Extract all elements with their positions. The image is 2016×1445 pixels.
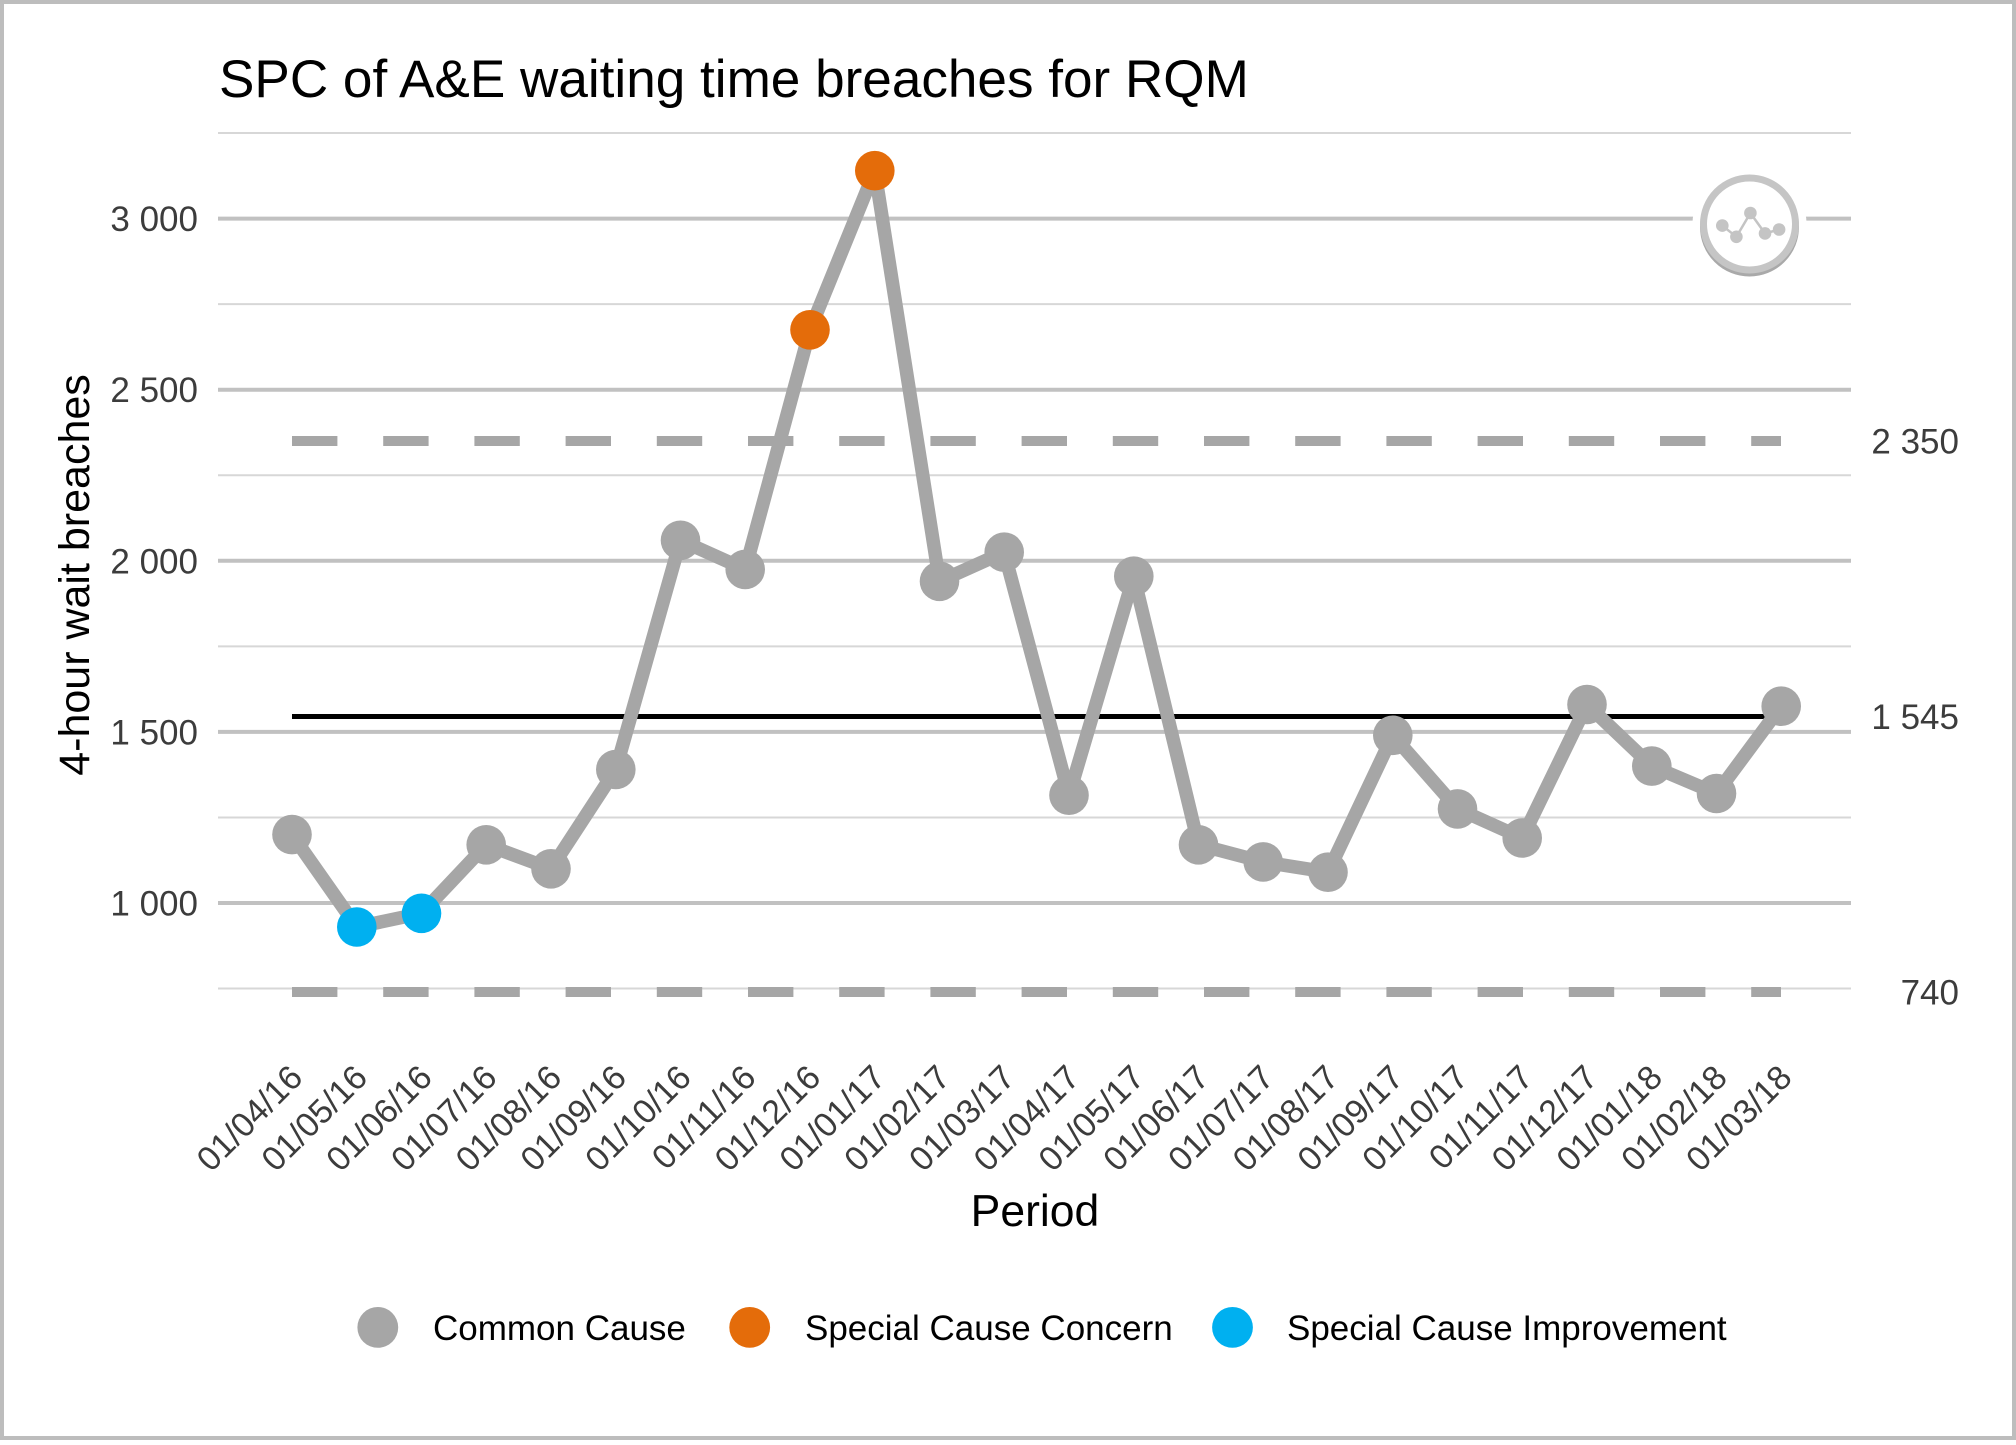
svg-text:SPC of A&E waiting time breach: SPC of A&E waiting time breaches for RQM — [219, 50, 1249, 109]
svg-text:3 000: 3 000 — [110, 200, 198, 239]
svg-text:Special Cause Improvement: Special Cause Improvement — [1287, 1309, 1727, 1348]
svg-text:1 500: 1 500 — [110, 713, 198, 752]
svg-text:2 350: 2 350 — [1871, 423, 1959, 462]
svg-text:Period: Period — [971, 1187, 1100, 1236]
svg-text:4-hour wait breaches: 4-hour wait breaches — [51, 374, 99, 776]
svg-text:1 545: 1 545 — [1871, 698, 1959, 737]
svg-text:740: 740 — [1901, 974, 1959, 1013]
svg-text:Common Cause: Common Cause — [433, 1309, 686, 1348]
svg-text:2 500: 2 500 — [110, 371, 198, 410]
svg-text:2 000: 2 000 — [110, 542, 198, 581]
svg-text:Special Cause Concern: Special Cause Concern — [805, 1309, 1173, 1348]
svg-text:1 000: 1 000 — [110, 885, 198, 924]
